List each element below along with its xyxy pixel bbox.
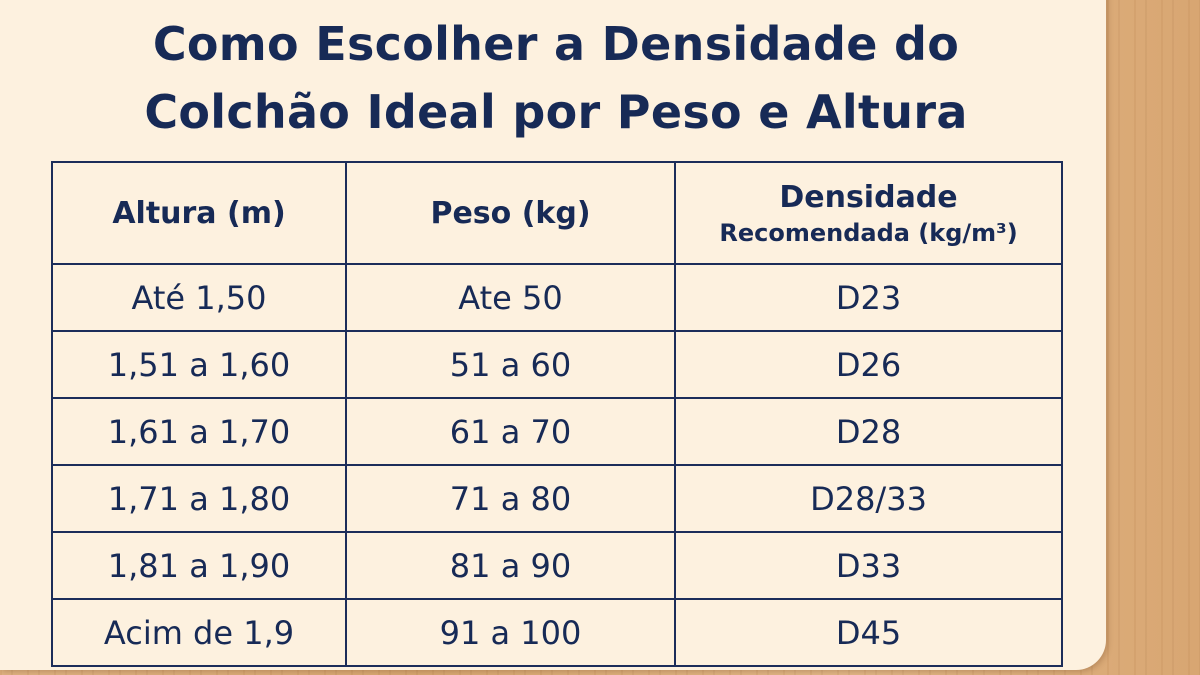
page-title: Como Escolher a Densidade do Colchão Ide…	[0, 10, 1112, 146]
cell-peso: 71 a 80	[345, 464, 676, 533]
table-row: 1,71 a 1,80 71 a 80 D28/33	[51, 464, 1063, 533]
header-densidade-line-1: Densidade	[779, 179, 958, 215]
table-row: Até 1,50 Ate 50 D23	[51, 263, 1063, 332]
table-row: 1,51 a 1,60 51 a 60 D26	[51, 330, 1063, 399]
cell-altura: Acim de 1,9	[51, 598, 347, 667]
table-row: Acim de 1,9 91 a 100 D45	[51, 598, 1063, 667]
title-line-1: Como Escolher a Densidade do	[152, 17, 960, 71]
header-peso: Peso (kg)	[345, 161, 676, 265]
cell-peso: 81 a 90	[345, 531, 676, 600]
header-densidade: Densidade Recomendada (kg/m³)	[674, 161, 1063, 265]
cell-peso: Ate 50	[345, 263, 676, 332]
density-table: Altura (m) Peso (kg) Densidade Recomenda…	[51, 161, 1063, 667]
cell-peso: 51 a 60	[345, 330, 676, 399]
cell-densidade: D28/33	[674, 464, 1063, 533]
cell-peso: 61 a 70	[345, 397, 676, 466]
cell-altura: 1,71 a 1,80	[51, 464, 347, 533]
header-row: Altura (m) Peso (kg) Densidade Recomenda…	[51, 161, 1063, 265]
cell-altura: 1,61 a 1,70	[51, 397, 347, 466]
cell-densidade: D23	[674, 263, 1063, 332]
cell-densidade: D33	[674, 531, 1063, 600]
cell-densidade: D45	[674, 598, 1063, 667]
cell-peso: 91 a 100	[345, 598, 676, 667]
cell-altura: 1,51 a 1,60	[51, 330, 347, 399]
cell-altura: 1,81 a 1,90	[51, 531, 347, 600]
cell-altura: Até 1,50	[51, 263, 347, 332]
table-row: 1,81 a 1,90 81 a 90 D33	[51, 531, 1063, 600]
header-densidade-line-2: Recomendada (kg/m³)	[719, 218, 1018, 247]
cell-densidade: D28	[674, 397, 1063, 466]
header-altura: Altura (m)	[51, 161, 347, 265]
cell-densidade: D26	[674, 330, 1063, 399]
title-line-2: Colchão Ideal por Peso e Altura	[144, 85, 968, 139]
table-row: 1,61 a 1,70 61 a 70 D28	[51, 397, 1063, 466]
